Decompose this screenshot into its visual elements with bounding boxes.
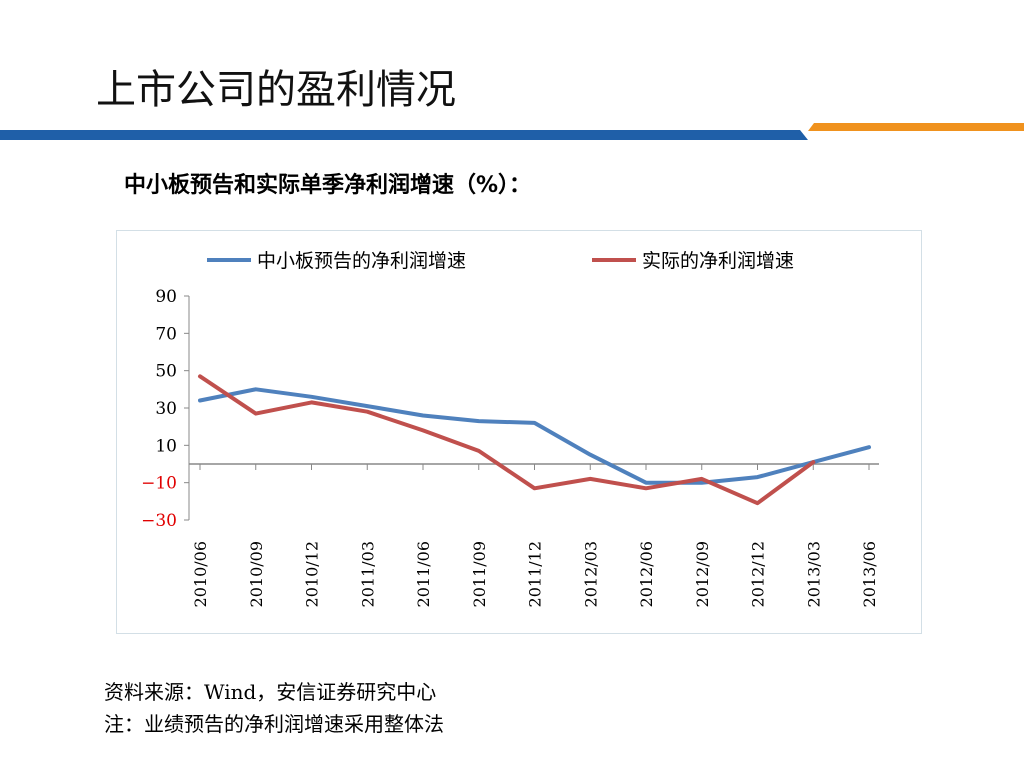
chart-legend: 中小板预告的净利润增速 实际的净利润增速 [207,250,794,272]
x-tick-label: 2011/03 [358,541,377,607]
line-chart: 中小板预告的净利润增速 实际的净利润增速 90 70 50 30 10 −10 −30 201… [141,250,879,607]
x-tick-label: 2011/06 [414,541,433,607]
y-tick-label: 50 [155,362,177,382]
x-tick-label: 2012/09 [693,541,712,607]
x-tick-label: 2012/12 [749,541,768,607]
x-tick-label: 2011/09 [470,541,489,607]
y-tick-label: 70 [155,324,177,344]
legend-label: 中小板预告的净利润增速 [257,250,466,272]
y-tick-label: −30 [141,511,177,531]
y-axis: 90 70 50 30 10 −10 −30 [141,287,190,531]
legend-label: 实际的净利润增速 [642,250,794,272]
x-tick-label: 2010/06 [191,541,210,607]
series-line [198,387,871,485]
y-tick-label: 10 [155,436,177,456]
x-tick-label: 2010/09 [247,541,266,607]
series-line [198,374,816,506]
note-line: 注：业绩预告的净利润增速采用整体法 [104,712,444,736]
x-tick-label: 2013/06 [860,541,879,607]
x-tick-label: 2012/03 [581,541,600,607]
title-divider-orange [808,123,1024,131]
x-tick-label: 2013/03 [804,541,823,607]
source-note: 资料来源：Wind，安信证券研究中心 注：业绩预告的净利润增速采用整体法 [104,676,444,740]
slide-title: 上市公司的盈利情况 [96,67,456,113]
chart-heading: 中小板预告和实际单季净利润增速（%）： [124,173,532,198]
title-divider [0,123,1024,140]
x-tick-label: 2012/06 [637,541,656,607]
x-tick-label: 2011/12 [526,541,545,607]
title-divider-blue [0,130,808,140]
x-axis: 2010/06 2010/09 2010/12 2011/03 2011/06 2011/… [189,463,879,607]
x-tick-label: 2010/12 [303,541,322,607]
y-tick-label: 90 [155,287,177,307]
series-layer [198,374,871,506]
y-tick-label: −10 [141,474,177,494]
source-line: 资料来源：Wind，安信证券研究中心 [104,680,437,704]
y-tick-label: 30 [155,399,177,419]
chart-frame: 中小板预告的净利润增速 实际的净利润增速 90 70 50 30 10 −10 −30 201… [116,230,922,634]
